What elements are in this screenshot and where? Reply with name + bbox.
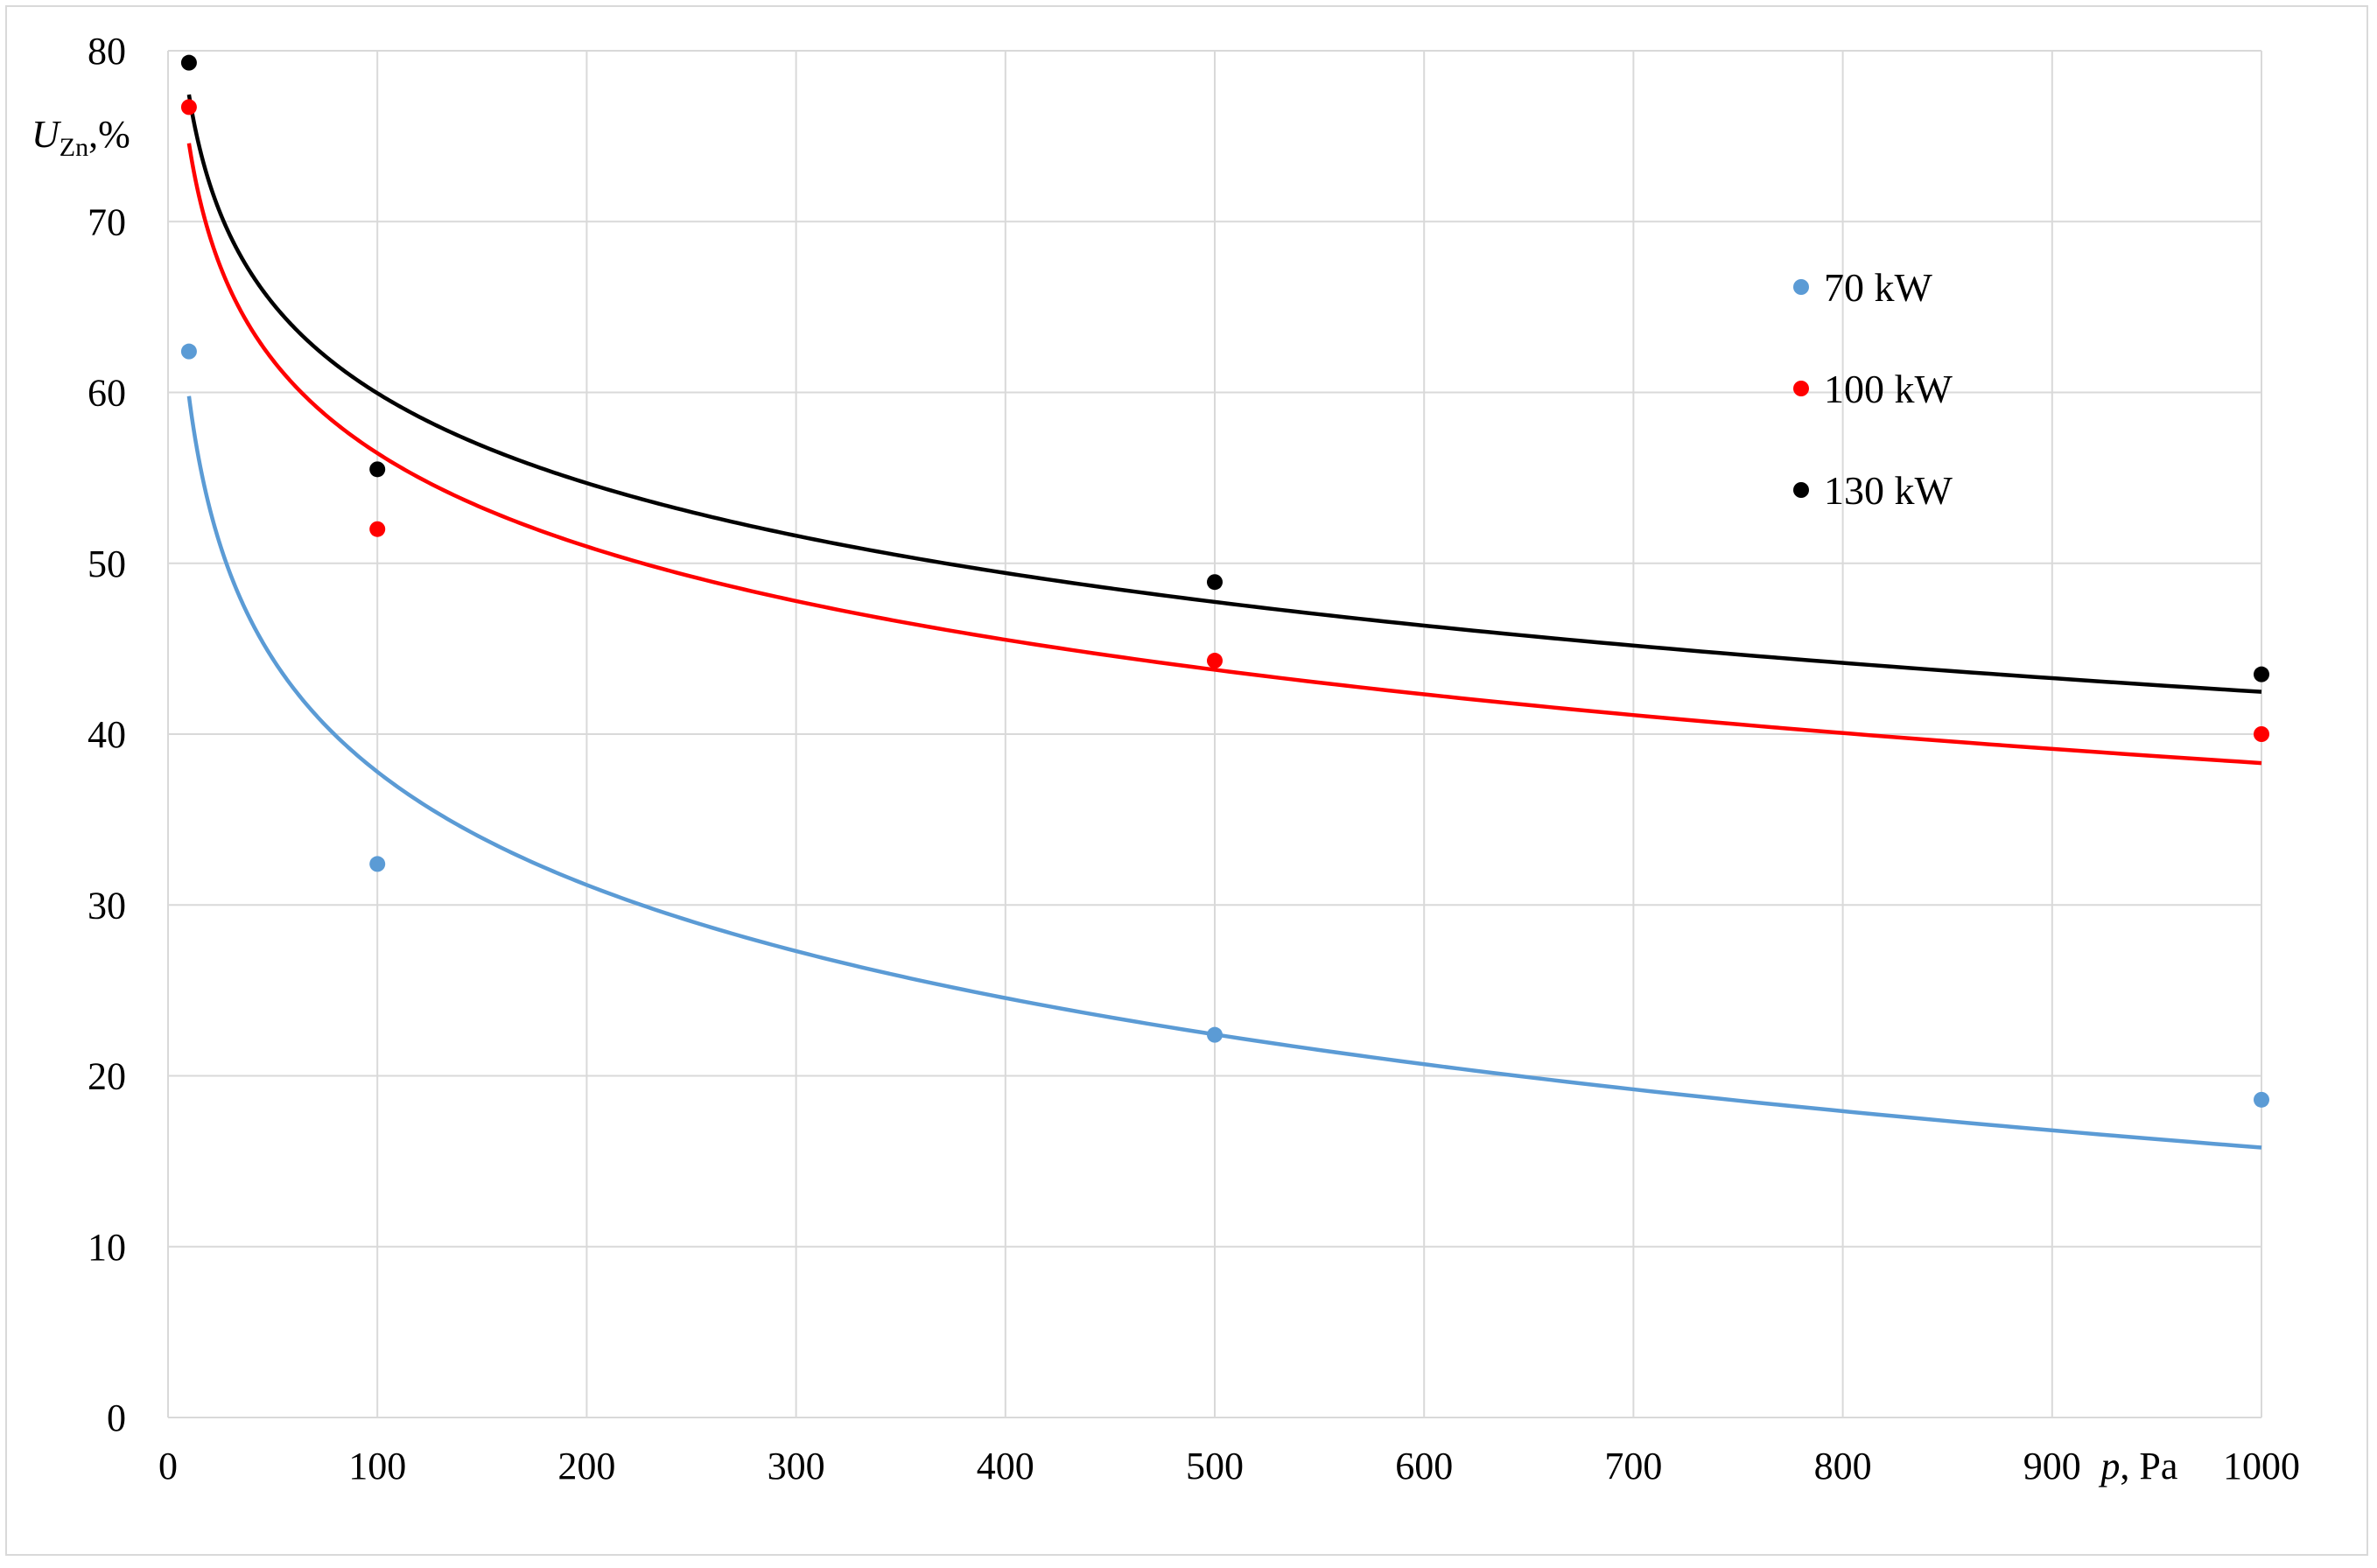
y-axis-label-suffix: ,% <box>88 113 130 156</box>
y-tick-label: 40 <box>88 713 126 756</box>
data-point <box>2254 726 2269 742</box>
x-axis-label: p, Pa <box>2098 1445 2177 1488</box>
data-point <box>1207 574 1223 591</box>
data-point <box>180 343 197 360</box>
y-tick-labels: 0 10 20 30 40 50 60 70 80 <box>88 30 126 1439</box>
x-tick-label: 800 <box>1814 1445 1872 1488</box>
data-point <box>2254 666 2269 682</box>
data-points <box>180 54 2269 1108</box>
x-axis-label-var: p <box>2098 1445 2120 1488</box>
y-tick-label: 30 <box>88 884 126 927</box>
x-tick-label: 400 <box>977 1445 1034 1488</box>
x-tick-label: 600 <box>1395 1445 1453 1488</box>
y-axis-label: UZn,% <box>32 113 130 162</box>
data-point <box>2254 1091 2269 1108</box>
trendlines <box>186 94 2262 1150</box>
y-tick-label: 10 <box>88 1226 126 1269</box>
x-tick-label: 500 <box>1186 1445 1244 1488</box>
chart-frame <box>5 5 2368 1556</box>
grid <box>167 50 2262 1418</box>
y-tick-label: 60 <box>88 372 126 415</box>
x-axis-label-unit: , Pa <box>2120 1445 2177 1488</box>
legend-label: 70 kW <box>1824 265 1933 310</box>
data-point <box>180 99 197 116</box>
y-axis-label-var: U <box>32 113 62 156</box>
data-point <box>180 54 197 71</box>
legend-label: 130 kW <box>1824 468 1953 513</box>
legend: 70 kW 100 kW 130 kW <box>1793 265 1953 513</box>
trendline <box>186 143 2262 766</box>
x-tick-label: 200 <box>557 1445 615 1488</box>
x-tick-label: 0 <box>158 1445 178 1488</box>
x-tick-labels: 0 100 200 300 400 500 600 700 800 900 1000 <box>158 1445 2300 1488</box>
legend-marker <box>1793 482 1809 498</box>
legend-marker <box>1793 279 1809 295</box>
trendline <box>186 396 2262 1150</box>
trendline <box>186 94 2262 694</box>
y-tick-label: 50 <box>88 542 126 585</box>
x-tick-label: 700 <box>1604 1445 1662 1488</box>
svg-text:p, Pa: p, Pa <box>2098 1445 2177 1488</box>
legend-marker <box>1793 381 1809 396</box>
x-tick-label: 1000 <box>2223 1445 2300 1488</box>
y-tick-label: 80 <box>88 30 126 73</box>
y-axis-label-sub: Zn <box>60 133 88 162</box>
x-tick-label: 300 <box>768 1445 825 1488</box>
data-point <box>1207 653 1223 669</box>
x-tick-label: 100 <box>348 1445 406 1488</box>
legend-label: 100 kW <box>1824 367 1953 411</box>
y-tick-label: 0 <box>107 1396 126 1439</box>
y-tick-label: 70 <box>88 200 126 243</box>
x-tick-label: 900 <box>2023 1445 2081 1488</box>
data-point <box>369 856 386 872</box>
data-point <box>369 461 386 478</box>
data-point <box>1207 1026 1223 1043</box>
y-tick-label: 20 <box>88 1055 126 1098</box>
data-point <box>369 521 386 537</box>
